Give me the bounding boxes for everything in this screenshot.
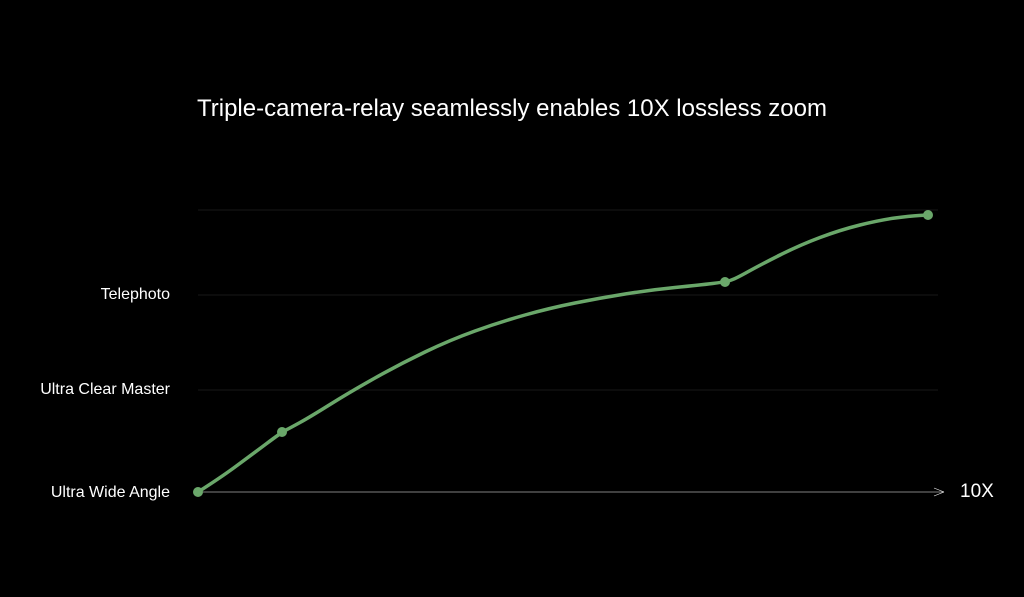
zoom-curve <box>198 215 928 492</box>
curve-markers <box>193 210 933 497</box>
chart-svg <box>0 0 1024 597</box>
gridlines <box>198 210 938 390</box>
x-axis <box>198 488 944 496</box>
chart-container: Triple-camera-relay seamlessly enables 1… <box>0 0 1024 597</box>
